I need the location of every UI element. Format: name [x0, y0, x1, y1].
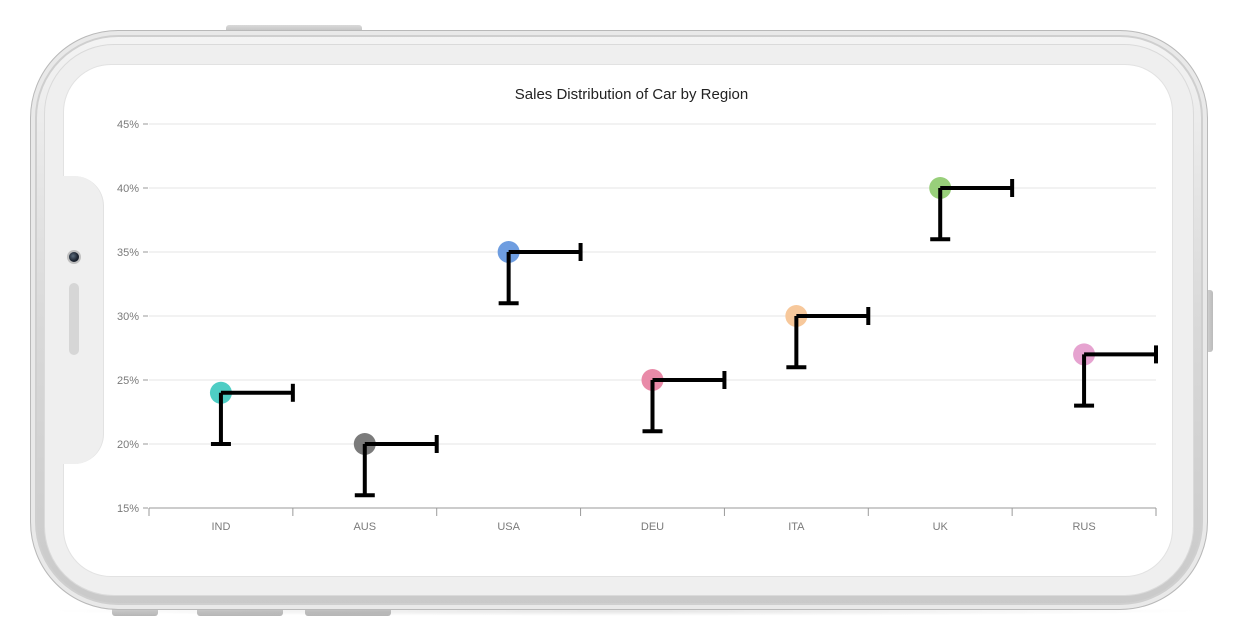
device-shadow [40, 606, 1210, 616]
speaker-icon [69, 283, 79, 355]
device-bottom-button-1 [112, 609, 158, 616]
x-tick-label: UK [933, 521, 949, 533]
y-tick-label: 20% [117, 439, 139, 451]
device-side-button [1206, 290, 1213, 352]
x-tick-label: ITA [788, 521, 805, 533]
camera-icon [67, 250, 81, 264]
device-bottom-button-3 [305, 609, 391, 616]
device-top-button [226, 25, 362, 33]
y-tick-label: 30% [117, 311, 139, 323]
x-tick-label: AUS [353, 521, 376, 533]
chart-error-bars [210, 179, 1158, 498]
y-tick-label: 40% [117, 183, 139, 195]
x-tick-label: USA [497, 521, 520, 533]
device-screen [63, 64, 1173, 577]
device-notch [58, 176, 104, 464]
y-tick-label: 45% [117, 119, 139, 131]
x-tick-label: RUS [1072, 521, 1095, 533]
x-tick-label: IND [211, 521, 230, 533]
y-tick-label: 15% [117, 503, 139, 515]
device-bottom-button-2 [197, 609, 283, 616]
y-tick-label: 25% [117, 375, 139, 387]
x-tick-label: DEU [641, 521, 664, 533]
chart-axes: 15% 20% 25% 30% 35% 40% 45% IND AUS USA DEU ITA UK RU… [117, 119, 1157, 533]
chart-title: Sales Distribution of Car by Region [514, 86, 749, 103]
y-tick-label: 35% [117, 247, 139, 259]
